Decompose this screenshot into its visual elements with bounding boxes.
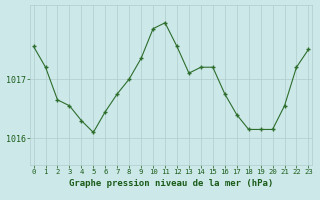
X-axis label: Graphe pression niveau de la mer (hPa): Graphe pression niveau de la mer (hPa)	[69, 179, 273, 188]
